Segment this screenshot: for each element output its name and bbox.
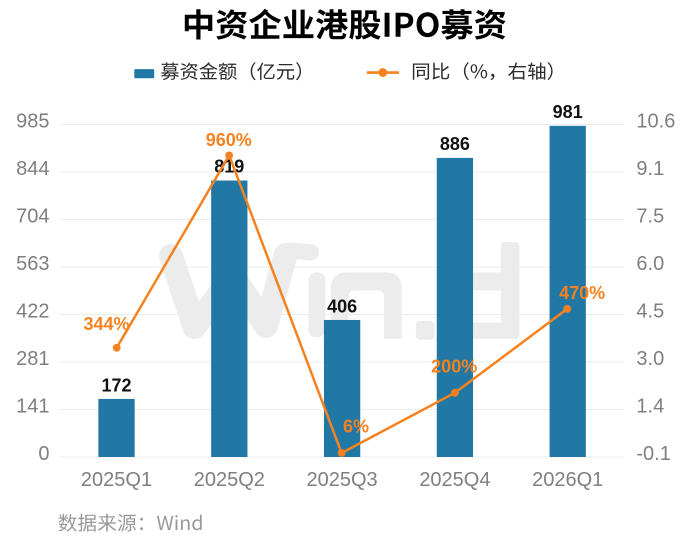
svg-text:281: 281 xyxy=(16,348,49,370)
svg-text:844: 844 xyxy=(16,158,49,180)
svg-text:2026Q1: 2026Q1 xyxy=(532,469,603,491)
svg-text:704: 704 xyxy=(16,205,49,227)
svg-text:470%: 470% xyxy=(559,283,605,303)
svg-text:10.6: 10.6 xyxy=(636,110,675,132)
svg-text:200%: 200% xyxy=(431,357,477,377)
svg-text:1.4: 1.4 xyxy=(636,395,664,417)
svg-text:172: 172 xyxy=(101,376,131,396)
svg-text:422: 422 xyxy=(16,300,49,322)
svg-text:563: 563 xyxy=(16,253,49,275)
svg-text:7.5: 7.5 xyxy=(636,205,664,227)
svg-text:6%: 6% xyxy=(343,416,369,436)
svg-text:344%: 344% xyxy=(83,314,129,334)
svg-text:985: 985 xyxy=(16,110,49,132)
svg-text:-0.1: -0.1 xyxy=(636,443,670,465)
svg-text:981: 981 xyxy=(553,102,583,122)
svg-text:819: 819 xyxy=(214,156,244,176)
svg-text:3.0: 3.0 xyxy=(636,348,664,370)
svg-text:960%: 960% xyxy=(206,130,252,150)
svg-text:886: 886 xyxy=(440,134,470,154)
svg-text:2025Q2: 2025Q2 xyxy=(194,469,265,491)
svg-text:2025Q3: 2025Q3 xyxy=(307,469,378,491)
svg-text:2025Q1: 2025Q1 xyxy=(81,469,152,491)
svg-text:9.1: 9.1 xyxy=(636,158,664,180)
svg-text:141: 141 xyxy=(16,395,49,417)
svg-text:4.5: 4.5 xyxy=(636,300,664,322)
svg-text:406: 406 xyxy=(327,296,357,316)
svg-text:6.0: 6.0 xyxy=(636,253,664,275)
svg-text:2025Q4: 2025Q4 xyxy=(419,469,490,491)
svg-text:0: 0 xyxy=(38,443,49,465)
